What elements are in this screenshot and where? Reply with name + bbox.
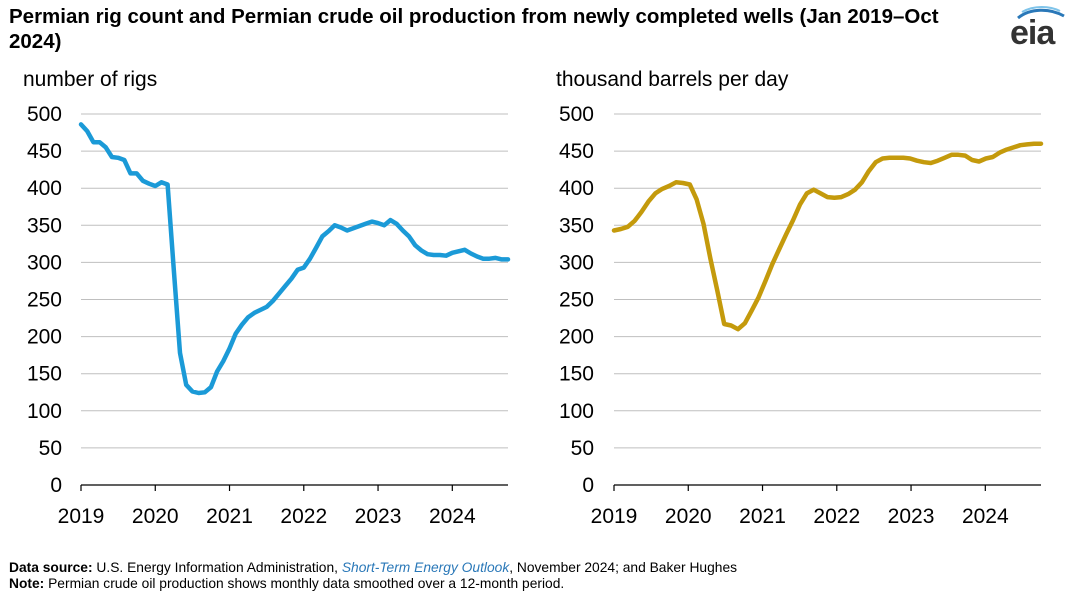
note-text: Permian crude oil production shows month…: [44, 576, 565, 591]
rigs-y-tick-label: 50: [39, 437, 62, 460]
production-x-tick-label: 2020: [665, 505, 712, 528]
rigs-y-tick-label: 100: [27, 400, 62, 423]
rigs-y-tick-label: 200: [27, 326, 62, 349]
source-text-1: U.S. Energy Information Administration,: [92, 560, 342, 575]
source-line: Data source: U.S. Energy Information Adm…: [9, 560, 737, 576]
right-y-axis-label: thousand barrels per day: [556, 68, 789, 91]
production-x-tick-label: 2023: [888, 505, 935, 528]
eia-logo: eia: [1008, 6, 1072, 52]
rigs-y-tick-label: 0: [50, 474, 62, 497]
chart-title: Permian rig count and Permian crude oil …: [9, 5, 939, 53]
source-text-2: , November 2024; and Baker Hughes: [509, 560, 738, 575]
production-y-tick-label: 100: [559, 400, 594, 423]
left-y-axis-label: number of rigs: [23, 68, 158, 91]
production-x-tick-label: 2024: [962, 505, 1009, 528]
footer: Data source: U.S. Energy Information Adm…: [9, 560, 737, 592]
rigs-x-tick-label: 2023: [355, 505, 402, 528]
source-label: Data source:: [9, 560, 93, 575]
rigs-y-tick-label: 350: [27, 214, 62, 237]
rigs-x-tick-label: 2019: [58, 505, 105, 528]
rigs-x-tick-label: 2021: [206, 505, 253, 528]
note-label: Note:: [9, 576, 45, 591]
rigs-x-tick-label: 2022: [280, 505, 327, 528]
rigs-y-tick-label: 500: [27, 103, 62, 126]
production-y-tick-label: 500: [559, 103, 594, 126]
production-y-tick-label: 450: [559, 140, 594, 163]
note-line: Note: Permian crude oil production shows…: [9, 576, 737, 592]
production-y-tick-label: 300: [559, 251, 594, 274]
rigs-y-tick-label: 450: [27, 140, 62, 163]
production-y-tick-label: 150: [559, 363, 594, 386]
rigs-y-tick-label: 250: [27, 289, 62, 312]
production-y-tick-label: 50: [571, 437, 594, 460]
production-y-tick-label: 0: [582, 474, 594, 497]
rigs-y-tick-label: 400: [27, 177, 62, 200]
production-y-tick-label: 250: [559, 289, 594, 312]
production-x-tick-label: 2019: [591, 505, 638, 528]
production-series-line: [611, 141, 1044, 332]
rigs-y-tick-label: 300: [27, 251, 62, 274]
rigs-x-tick-label: 2024: [429, 505, 476, 528]
production-y-tick-label: 200: [559, 326, 594, 349]
rigs-y-tick-label: 150: [27, 363, 62, 386]
production-x-tick-label: 2022: [813, 505, 860, 528]
eia-logo-swoosh-icon: [1017, 6, 1065, 20]
production-x-tick-label: 2021: [739, 505, 786, 528]
production-y-tick-label: 400: [559, 177, 594, 200]
eia-logo-text: eia: [1010, 14, 1055, 52]
production-y-tick-label: 350: [559, 214, 594, 237]
rigs-series-line: [78, 122, 511, 396]
rigs-x-tick-label: 2020: [132, 505, 179, 528]
steo-link[interactable]: Short-Term Energy Outlook: [341, 560, 510, 575]
